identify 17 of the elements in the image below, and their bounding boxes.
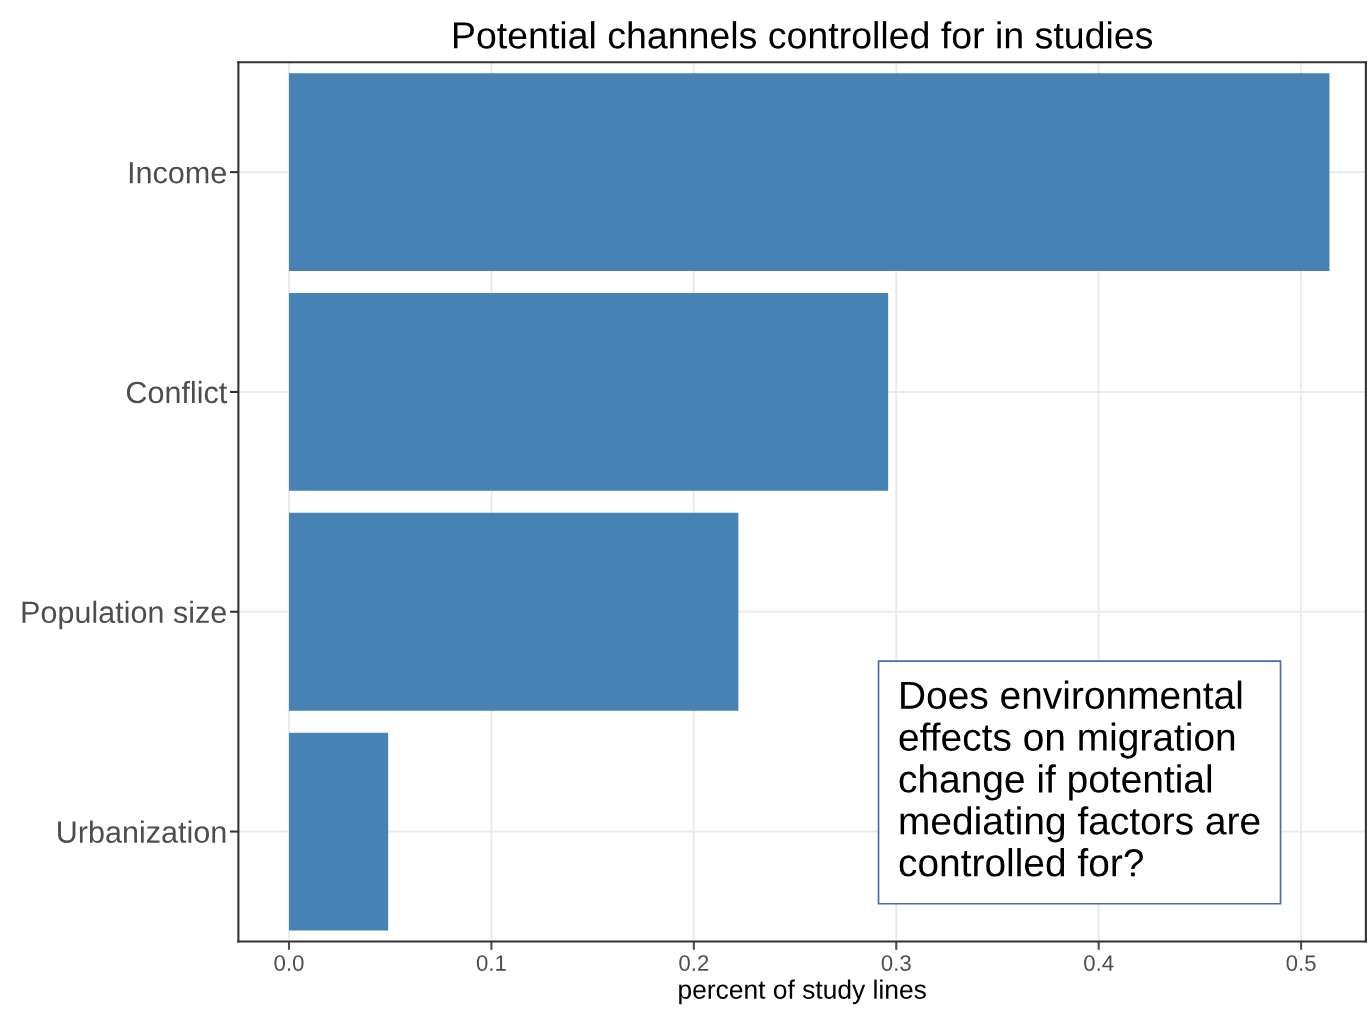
x-tick-label: 0.3 bbox=[881, 955, 911, 971]
y-tick-label: Conflict bbox=[126, 380, 228, 404]
x-tick-label: 0.0 bbox=[274, 955, 304, 971]
annotation: Does environmental effects on migration change if potential mediating factors are controlled for? bbox=[899, 680, 1260, 877]
bar bbox=[288, 512, 739, 711]
bar bbox=[288, 293, 889, 491]
bar bbox=[288, 73, 1330, 272]
x-tick-label: 0.5 bbox=[1286, 955, 1316, 971]
y-tick-label: Income bbox=[129, 162, 226, 184]
x-axis-title: percent of study lines bbox=[679, 979, 926, 1005]
x-tick-label: 0.1 bbox=[476, 955, 506, 971]
x-tick-label: 0.4 bbox=[1084, 955, 1114, 971]
chart-title: Potential channels controlled for in studies bbox=[453, 21, 1153, 49]
y-tick-label: Population size bbox=[22, 600, 226, 630]
y-tick-label: Urbanization bbox=[58, 820, 226, 843]
bar bbox=[288, 732, 389, 931]
x-tick-label: 0.2 bbox=[679, 955, 709, 971]
